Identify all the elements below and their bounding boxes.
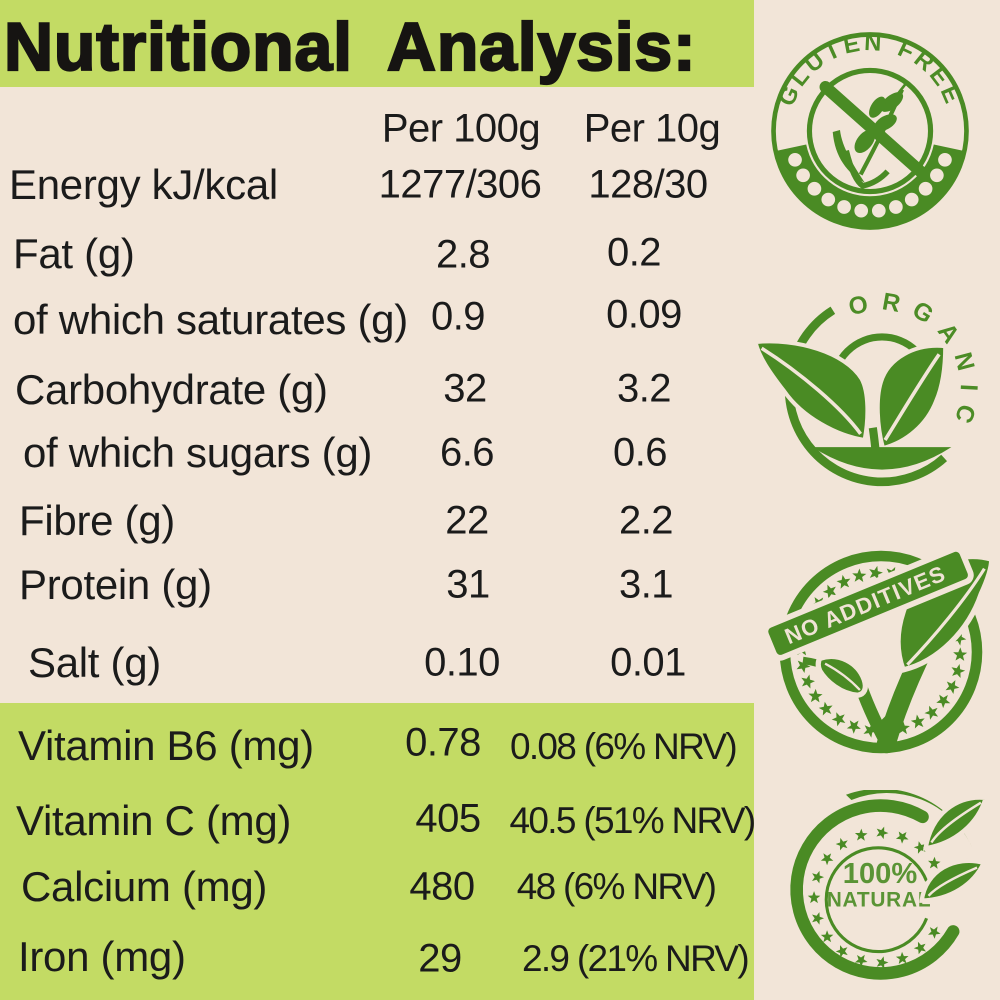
svg-text:NATURAL: NATURAL bbox=[827, 888, 932, 911]
svg-text:100%: 100% bbox=[843, 858, 918, 890]
